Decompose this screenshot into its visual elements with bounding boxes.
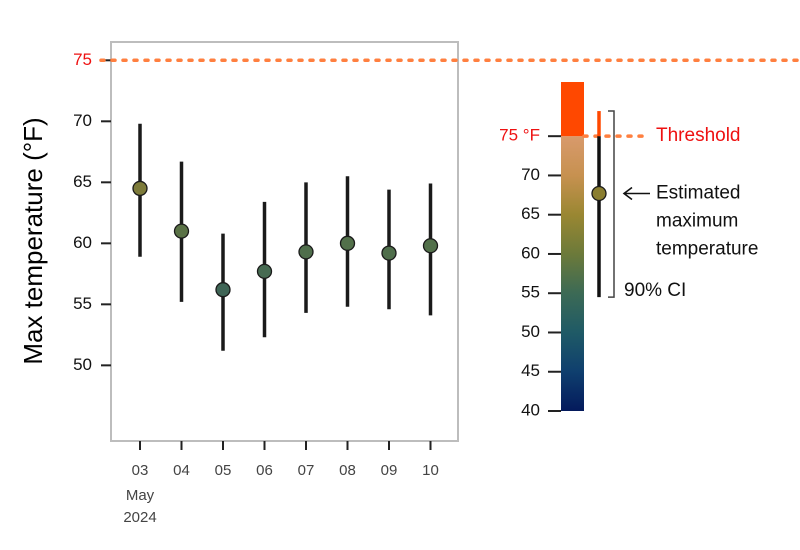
- point: [339, 235, 356, 251]
- x-tick-label: 06: [256, 462, 273, 479]
- y-tick-label: 55: [73, 294, 92, 313]
- colorbar-tick-label: 60: [521, 243, 540, 262]
- y-axis-label: Max temperature (°F): [18, 117, 48, 364]
- x-tick-label: 10: [422, 462, 439, 479]
- y-tick-label: 75: [73, 50, 92, 69]
- legend-threshold-label: Threshold: [656, 125, 741, 146]
- colorbar-tick-label: 40: [521, 400, 540, 419]
- point: [215, 282, 231, 298]
- x-tick-label: 05: [215, 462, 232, 479]
- colorbar-tick-label: 45: [521, 361, 540, 380]
- legend-estimate-label: Estimated: [656, 183, 740, 204]
- legend-ci-bracket: [608, 110, 615, 298]
- colorbar: [561, 136, 584, 411]
- legend-estimate-label: temperature: [656, 239, 758, 260]
- colorbar-above: [561, 82, 584, 137]
- colorbar-tick-label: 75 °F: [499, 126, 540, 145]
- point: [132, 180, 148, 197]
- legend-arrow: [622, 186, 650, 201]
- colorbar-tick-label: 55: [521, 283, 540, 302]
- point: [381, 245, 397, 261]
- y-tick-label: 65: [73, 172, 92, 191]
- point: [298, 244, 314, 260]
- x-tick-label: 09: [381, 462, 398, 479]
- legend-estimate-label: maximum: [656, 211, 738, 232]
- x-tick-label: 08: [339, 462, 356, 479]
- x-tick-label: 04: [173, 462, 190, 479]
- point: [173, 223, 190, 239]
- y-tick-label: 70: [73, 111, 92, 130]
- colorbar-tick-label: 70: [521, 165, 540, 184]
- colorbar-tick-label: 65: [521, 204, 540, 223]
- point: [256, 263, 273, 280]
- plot-frame: [110, 41, 459, 442]
- legend-ci-label: 90% CI: [624, 280, 686, 301]
- point: [422, 238, 439, 254]
- colorbar-tick-label: 50: [521, 322, 540, 341]
- x-tick-label: 03: [132, 462, 149, 479]
- x-month-label: May: [126, 487, 155, 504]
- legend-point: [591, 185, 607, 202]
- x-year-label: 2024: [123, 509, 156, 526]
- y-tick-label: 60: [73, 233, 92, 252]
- x-tick-label: 07: [298, 462, 315, 479]
- y-tick-label: 50: [73, 355, 92, 374]
